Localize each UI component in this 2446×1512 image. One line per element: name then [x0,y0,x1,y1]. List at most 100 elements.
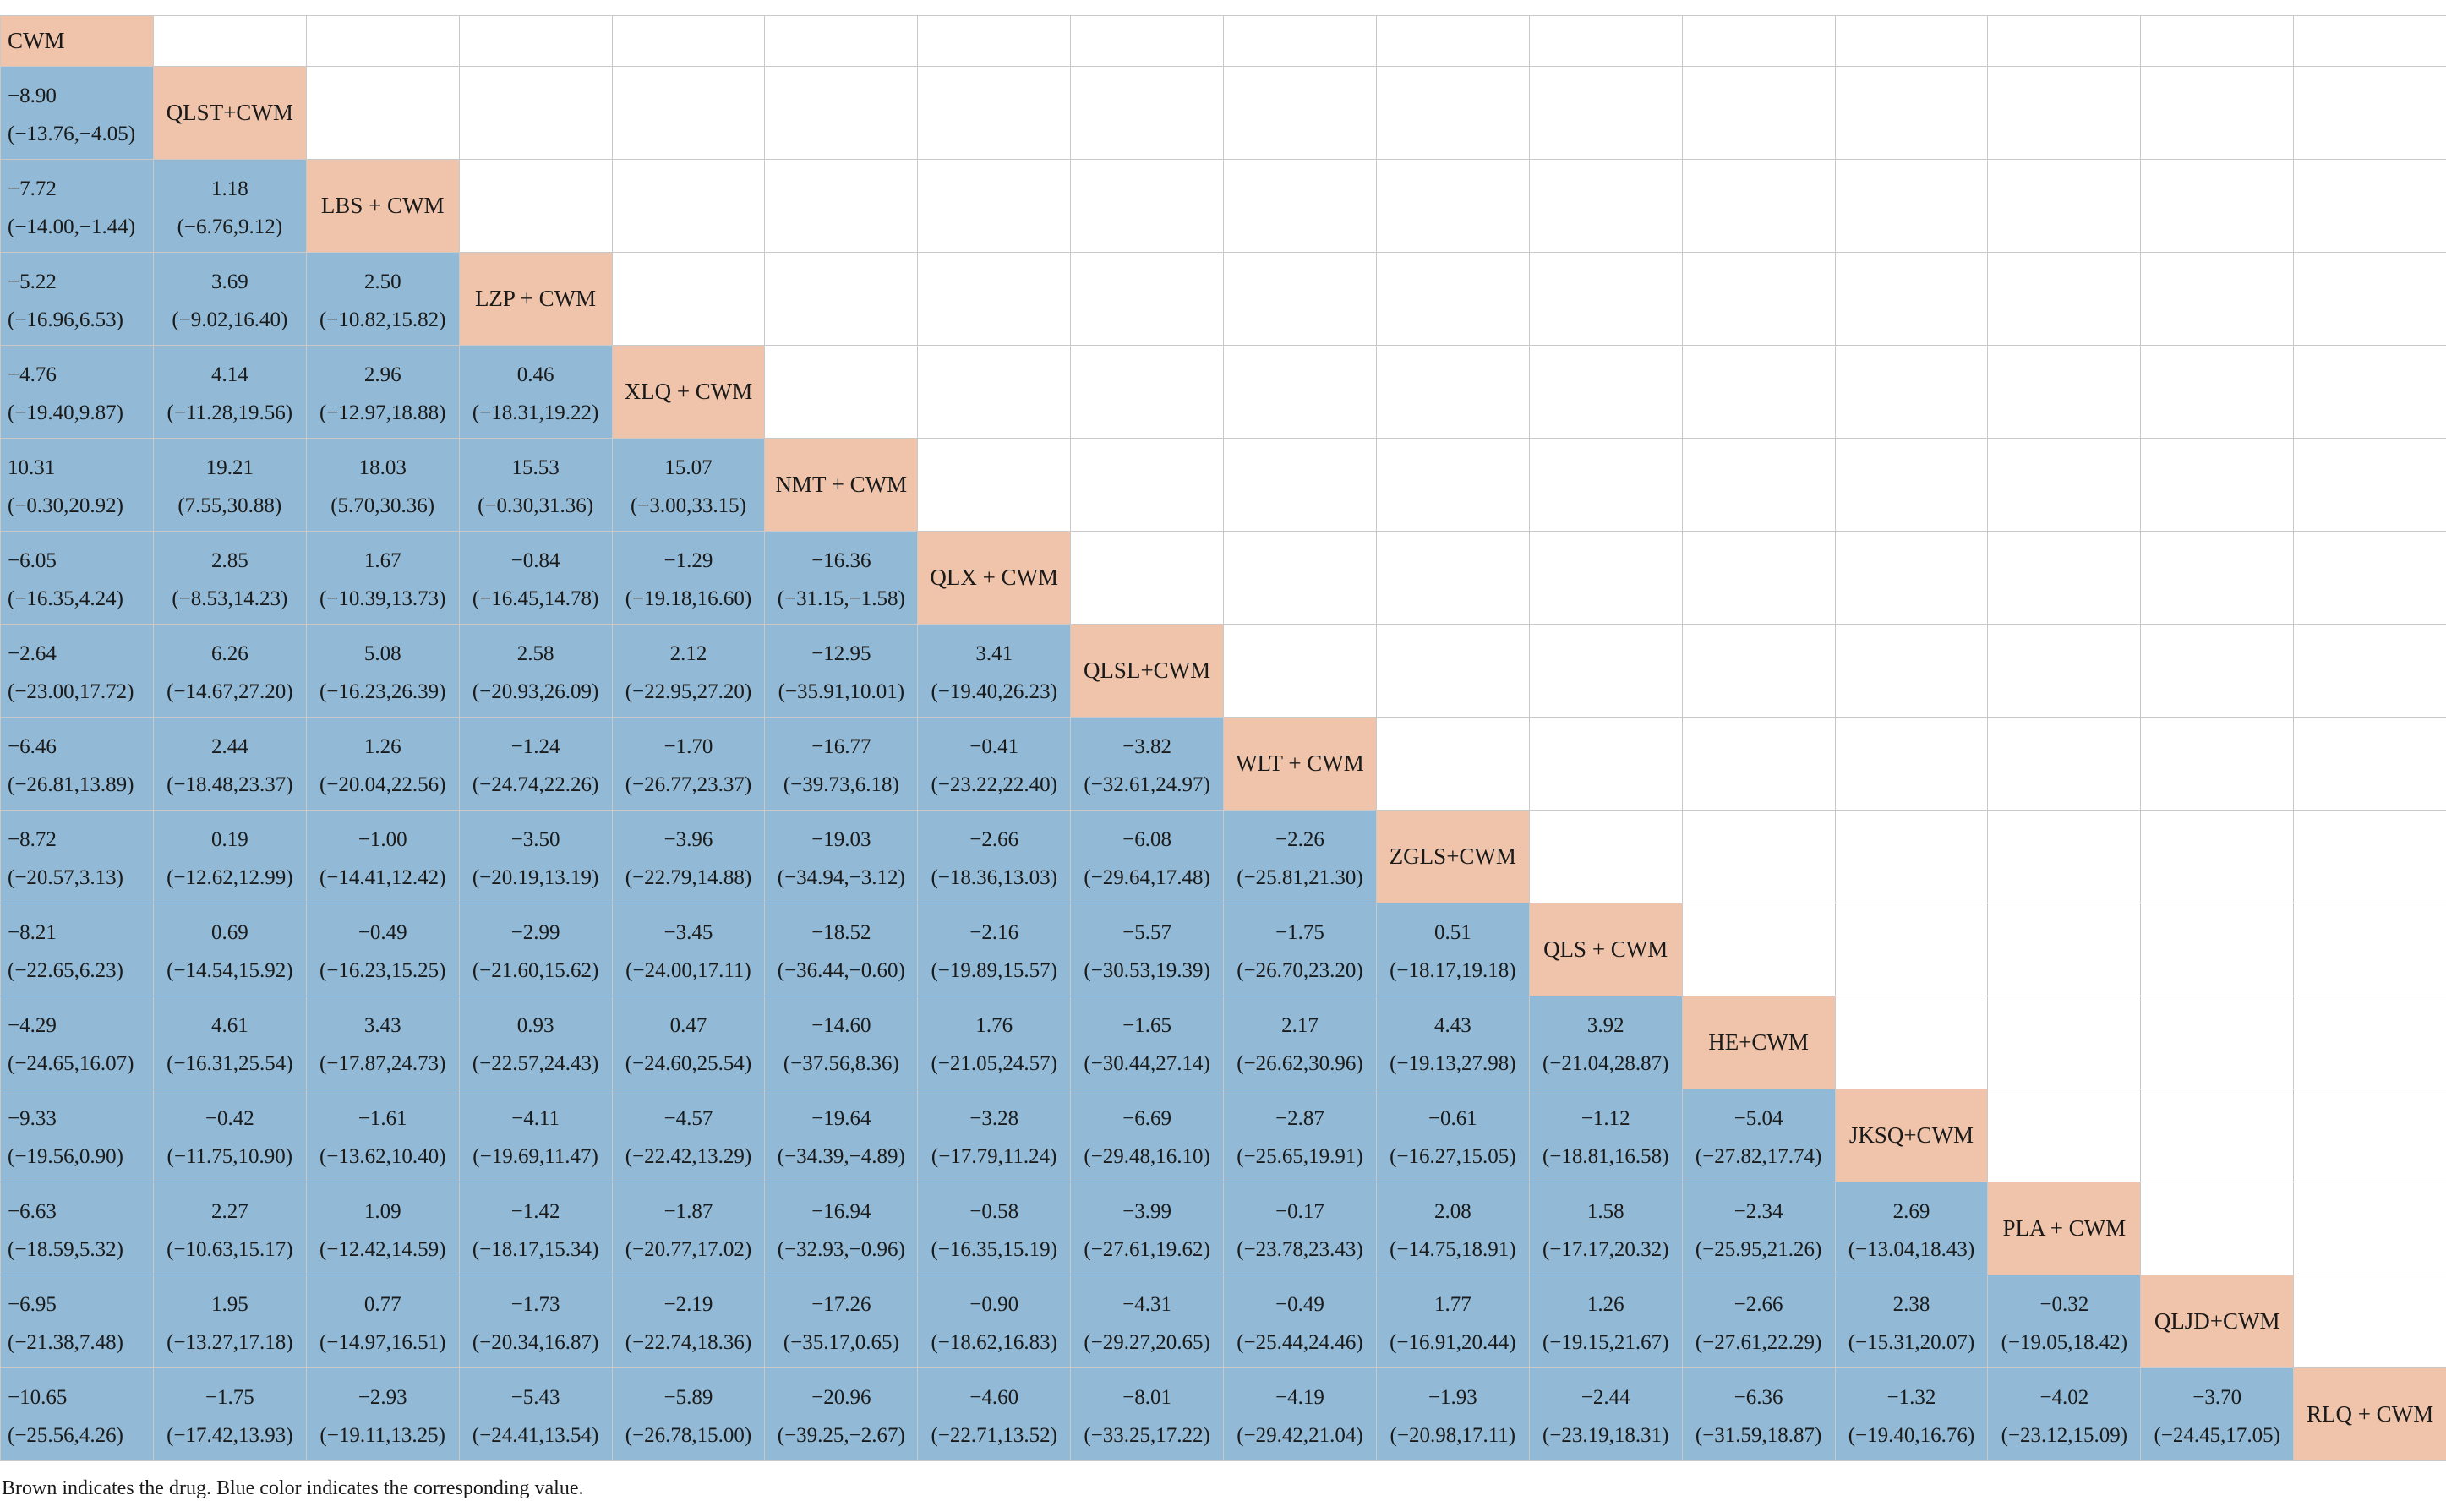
comparison-cell: −2.93 (−19.11,13.25) [305,1367,460,1461]
effect-estimate: 1.58 [1586,1199,1624,1223]
effect-estimate: 19.21 [205,456,254,479]
comparison-cell: −1.93 (−20.98,17.11) [1375,1367,1530,1461]
confidence-interval: (−30.53,19.39) [1084,958,1210,982]
table-row: −4.76 (−19.40,9.87) 4.14 (−11.28,19.56) 2.96… [0,345,2446,439]
effect-estimate: −1.75 [205,1385,254,1409]
empty-cell [1528,345,1683,439]
comparison-cell: −0.32 (−19.05,18.42) [1987,1275,2142,1368]
confidence-interval: (−16.35,15.19) [931,1237,1057,1261]
comparison-cell: −14.60 (−37.56,8.36) [764,996,919,1089]
confidence-interval: (−26.77,23.37) [625,772,752,796]
table-row: −8.21 (−22.65,6.23) 0.69 (−14.54,15.92) −0.4… [0,903,2446,996]
confidence-interval: (−21.04,28.87) [1542,1051,1669,1075]
effect-estimate: −1.87 [663,1199,713,1223]
empty-cell [2140,810,2295,903]
empty-cell [1375,159,1530,253]
treatment-label-cell: LBS + CWM [305,159,460,253]
empty-cell [1375,66,1530,160]
effect-estimate: −4.31 [1122,1292,1171,1316]
empty-cell [2140,345,2295,439]
empty-cell [2293,159,2446,253]
empty-cell [1987,438,2142,532]
confidence-interval: (−39.73,6.18) [783,772,899,796]
treatment-label-cell: WLT + CWM [1223,717,1377,811]
comparison-cell: −6.46 (−26.81,13.89) [0,717,154,811]
empty-cell [1834,996,1989,1089]
effect-estimate: −2.34 [1733,1199,1783,1223]
confidence-interval: (−19.69,11.47) [472,1144,598,1168]
confidence-interval: (−23.22,22.40) [931,772,1057,796]
empty-cell [2293,531,2446,625]
comparison-cell: −4.76 (−19.40,9.87) [0,345,154,439]
effect-estimate: 0.46 [516,363,554,386]
comparison-cell: −20.96 (−39.25,−2.67) [764,1367,919,1461]
effect-estimate: −19.64 [811,1106,871,1130]
comparison-cell: −10.65 (−25.56,4.26) [0,1367,154,1461]
comparison-cell: 1.67 (−10.39,13.73) [305,531,460,625]
table-row: −2.64 (−23.00,17.72) 6.26 (−14.67,27.20) 5.0… [0,624,2446,718]
empty-cell [2293,345,2446,439]
comparison-cell: 1.58 (−17.17,20.32) [1528,1182,1683,1275]
confidence-interval: (−23.78,23.43) [1237,1237,1363,1261]
confidence-interval: (−19.15,21.67) [1542,1330,1669,1354]
confidence-interval: (−10.82,15.82) [319,308,446,331]
confidence-interval: (−8.53,14.23) [172,587,288,610]
effect-estimate: −0.32 [2039,1292,2089,1316]
comparison-cell: −1.75 (−17.42,13.93) [152,1367,307,1461]
comparison-cell: 2.38 (−15.31,20.07) [1834,1275,1989,1368]
empty-cell [1987,810,2142,903]
confidence-interval: (−19.11,13.25) [319,1423,445,1447]
effect-estimate: −14.60 [811,1013,871,1037]
confidence-interval: (−23.00,17.72) [8,680,134,703]
comparison-cell: 2.69 (−13.04,18.43) [1834,1182,1989,1275]
comparison-cell: −12.95 (−35.91,10.01) [764,624,919,718]
confidence-interval: (−19.40,26.23) [931,680,1057,703]
empty-cell [1834,66,1989,160]
effect-estimate: −0.90 [969,1292,1019,1316]
empty-cell [1375,345,1530,439]
table-row: −6.63 (−18.59,5.32) 2.27 (−10.63,15.17) 1.09… [0,1182,2446,1275]
effect-estimate: 3.43 [363,1013,401,1037]
empty-cell [2140,252,2295,346]
empty-cell [2140,624,2295,718]
empty-cell [764,15,919,67]
treatment-label-cell: QLST+CWM [152,66,307,160]
empty-cell [917,252,1072,346]
effect-estimate: 4.43 [1433,1013,1471,1037]
empty-cell [1681,66,1836,160]
confidence-interval: (−6.76,9.12) [177,215,283,238]
empty-cell [2140,903,2295,996]
empty-cell [1987,1089,2142,1182]
empty-cell [2293,903,2446,996]
empty-cell [2140,159,2295,253]
empty-cell [1987,531,2142,625]
empty-cell [1987,717,2142,811]
comparison-cell: −5.43 (−24.41,13.54) [458,1367,613,1461]
empty-cell [1375,15,1530,67]
effect-estimate: −6.69 [1122,1106,1171,1130]
confidence-interval: (−19.05,18.42) [2001,1330,2128,1354]
empty-cell [1528,252,1683,346]
empty-cell [1223,624,1377,718]
effect-estimate: −1.29 [663,549,713,572]
empty-cell [2140,1089,2295,1182]
empty-cell [611,15,766,67]
confidence-interval: (−20.04,22.56) [319,772,446,796]
comparison-cell: 18.03 (5.70,30.36) [305,438,460,532]
confidence-interval: (−20.19,13.19) [472,865,599,889]
confidence-interval: (−24.45,17.05) [2154,1423,2280,1447]
confidence-interval: (−16.45,14.78) [472,587,599,610]
confidence-interval: (−10.39,13.73) [319,587,446,610]
comparison-cell: 2.58 (−20.93,26.09) [458,624,613,718]
effect-estimate: −3.50 [510,827,560,851]
comparison-cell: 4.61 (−16.31,25.54) [152,996,307,1089]
comparison-cell: 3.41 (−19.40,26.23) [917,624,1072,718]
empty-cell [2293,1089,2446,1182]
confidence-interval: (−26.62,30.96) [1237,1051,1363,1075]
comparison-cell: −4.02 (−23.12,15.09) [1987,1367,2142,1461]
table-footnote: Brown indicates the drug. Blue color ind… [2,1477,584,1499]
effect-estimate: −1.00 [358,827,407,851]
effect-estimate: 0.47 [669,1013,707,1037]
comparison-cell: −6.05 (−16.35,4.24) [0,531,154,625]
confidence-interval: (−29.27,20.65) [1084,1330,1210,1354]
